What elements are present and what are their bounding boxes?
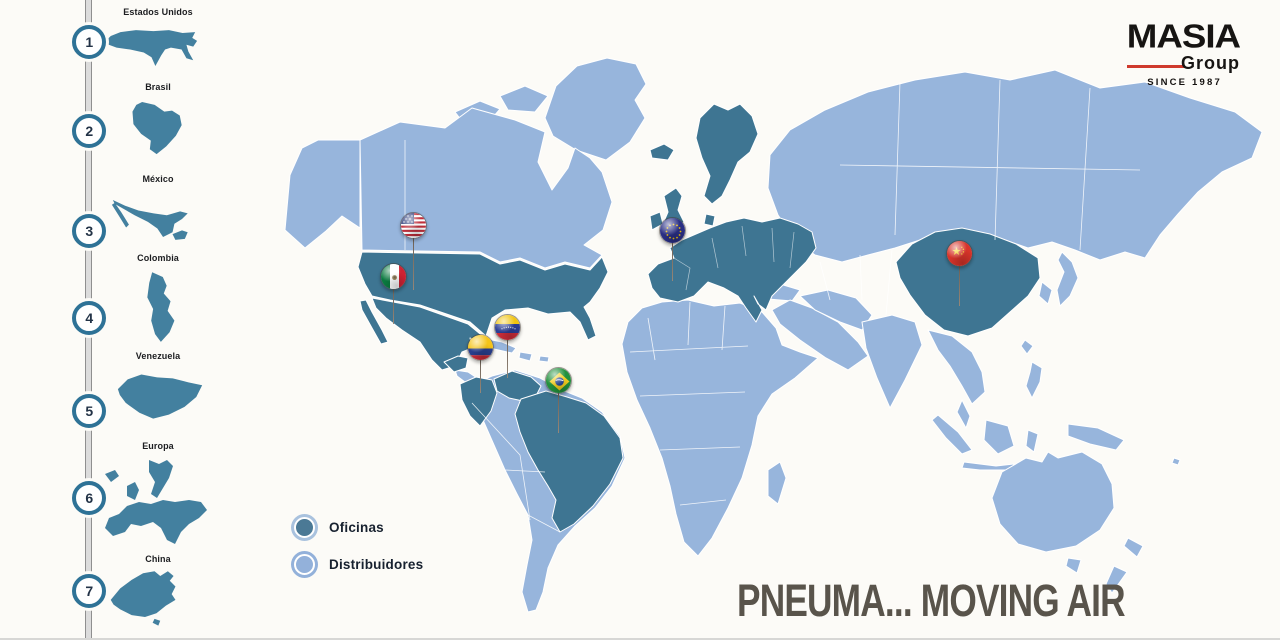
colombia-flag-icon bbox=[467, 334, 494, 361]
pin-stick bbox=[479, 359, 482, 393]
region-usa bbox=[357, 251, 609, 341]
map-pin-venezuela bbox=[494, 314, 521, 378]
legend-label: Oficinas bbox=[329, 519, 384, 535]
colombia-silhouette-icon bbox=[147, 272, 175, 342]
legend-label: Distribuidores bbox=[329, 556, 424, 572]
venezuela-flag-icon bbox=[494, 314, 521, 341]
region-hispaniola bbox=[518, 351, 533, 362]
brazil-flag-icon bbox=[545, 367, 572, 394]
logo-since-text: SINCE 1987 bbox=[1147, 77, 1222, 88]
office-marker-icon bbox=[294, 516, 315, 538]
sidebar-label-mexico: México bbox=[142, 174, 174, 184]
sidebar-label-brasil: Brasil bbox=[145, 82, 171, 92]
region-greenland bbox=[544, 57, 647, 161]
region-arctic-islands bbox=[499, 85, 549, 113]
map-pin-brasil bbox=[545, 367, 572, 433]
region-yucatan bbox=[443, 355, 469, 373]
region-russia-asia bbox=[767, 69, 1263, 263]
pin-stick bbox=[412, 237, 415, 290]
map-pin-mexico bbox=[380, 263, 407, 324]
logo-brand-text: MASIA bbox=[1126, 17, 1241, 55]
sidebar-label-colombia: Colombia bbox=[137, 253, 179, 263]
region-japan bbox=[1056, 251, 1079, 307]
logo-red-line bbox=[1127, 64, 1185, 68]
sidebar-number-7: 7 bbox=[72, 574, 106, 608]
region-africa bbox=[621, 299, 819, 557]
region-puerto-rico bbox=[538, 355, 550, 363]
region-iceland bbox=[649, 143, 675, 161]
region-fiji bbox=[1171, 457, 1181, 466]
legend-item-oficinas: Oficinas bbox=[294, 512, 423, 542]
sidebar-number-5: 5 bbox=[72, 394, 106, 428]
logo-suffix-text: Group bbox=[1181, 53, 1240, 73]
region-sumatra bbox=[931, 414, 973, 455]
region-india bbox=[861, 314, 923, 409]
region-borneo bbox=[983, 419, 1015, 455]
china-flag-icon bbox=[946, 240, 973, 267]
region-scandinavia bbox=[695, 103, 759, 205]
pin-stick bbox=[671, 242, 674, 281]
map-legend: Oficinas Distribuidores bbox=[294, 512, 423, 586]
sidebar-label-venezuela: Venezuela bbox=[135, 351, 181, 361]
venezuela-silhouette-icon bbox=[117, 374, 203, 419]
region-china bbox=[895, 227, 1041, 337]
region-taiwan bbox=[1020, 339, 1034, 355]
mexico-flag-icon bbox=[380, 263, 407, 290]
sidebar-number-4: 4 bbox=[72, 301, 106, 335]
sidebar-number-6: 6 bbox=[72, 481, 106, 515]
usa-flag-icon bbox=[400, 212, 427, 239]
tagline-text: PNEUMA... MOVING AIR bbox=[737, 576, 1126, 627]
region-indochina bbox=[927, 329, 986, 405]
sidebar-number-2: 2 bbox=[72, 114, 106, 148]
sidebar-label-china: China bbox=[145, 554, 171, 564]
usa-silhouette-icon bbox=[104, 30, 198, 67]
region-new-zealand bbox=[1123, 537, 1144, 558]
region-malay bbox=[956, 399, 971, 429]
region-australia bbox=[991, 451, 1115, 553]
map-pin-colombia bbox=[467, 334, 494, 393]
region-colombia bbox=[459, 376, 498, 427]
bottom-border bbox=[0, 638, 1280, 640]
map-pin-estados-unidos bbox=[400, 212, 427, 290]
brazil-silhouette-icon bbox=[132, 101, 182, 155]
region-philippines bbox=[1025, 361, 1043, 399]
masia-group-logo: MASIA Group SINCE 1987 bbox=[1080, 17, 1241, 88]
map-pin-europa bbox=[659, 217, 686, 281]
region-brazil bbox=[514, 390, 624, 533]
pin-stick bbox=[506, 339, 509, 378]
region-middle-east bbox=[771, 299, 869, 371]
pin-stick bbox=[392, 288, 395, 324]
sidebar-label-europa: Europa bbox=[142, 441, 174, 451]
region-java bbox=[961, 461, 1015, 471]
pin-stick bbox=[557, 392, 560, 433]
distributor-marker-icon bbox=[294, 553, 315, 575]
region-sulawesi bbox=[1025, 429, 1039, 453]
region-baja bbox=[359, 299, 389, 345]
pin-stick bbox=[958, 265, 961, 306]
sidebar-label-estados-unidos: Estados Unidos bbox=[123, 7, 193, 17]
map-pin-china bbox=[946, 240, 973, 306]
mexico-silhouette-icon bbox=[111, 200, 188, 240]
region-madagascar bbox=[767, 461, 787, 505]
region-alaska bbox=[284, 139, 361, 249]
sidebar-number-1: 1 bbox=[72, 25, 106, 59]
sidebar-number-3: 3 bbox=[72, 214, 106, 248]
europe-silhouette-icon bbox=[105, 460, 207, 544]
region-new-zealand bbox=[1105, 565, 1128, 594]
legend-item-distribuidores: Distribuidores bbox=[294, 549, 423, 579]
region-korea bbox=[1038, 281, 1053, 305]
region-new-guinea bbox=[1067, 423, 1125, 451]
region-denmark bbox=[703, 213, 716, 227]
eu-flag-icon bbox=[659, 217, 686, 244]
china-silhouette-icon bbox=[110, 571, 176, 626]
region-tasmania bbox=[1065, 557, 1082, 574]
